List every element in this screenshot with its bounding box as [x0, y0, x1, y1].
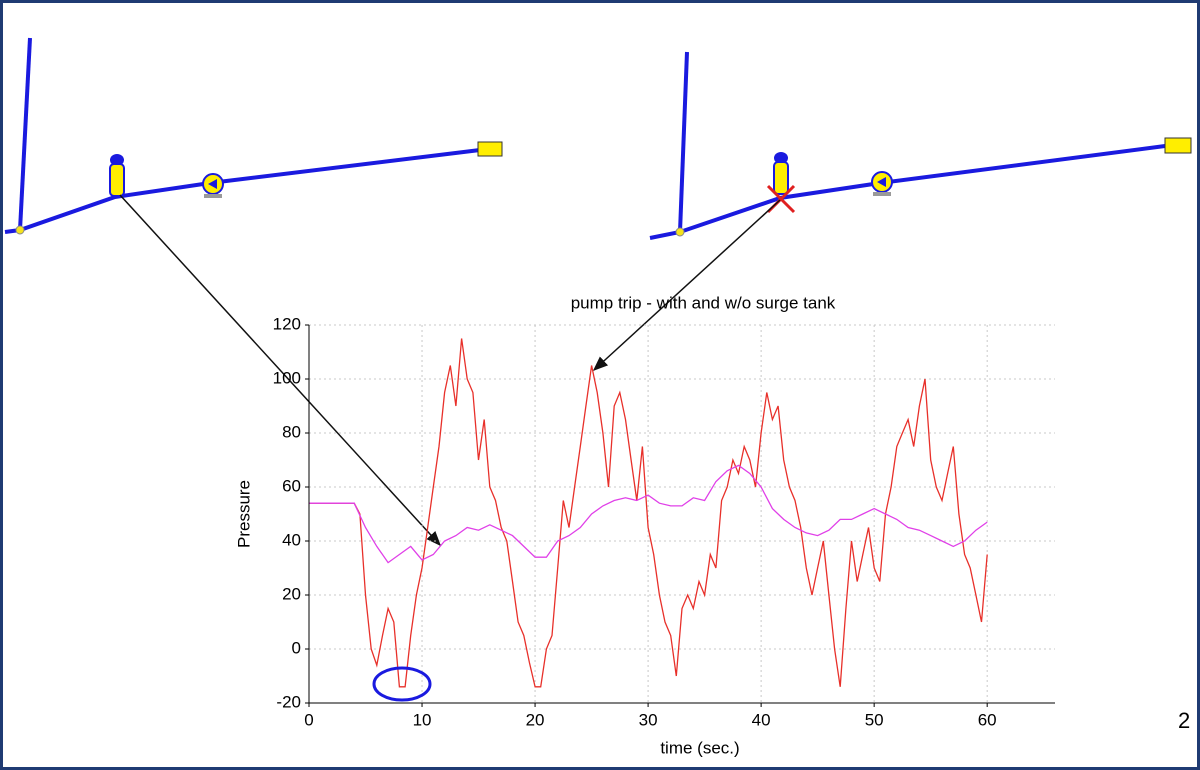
surge-tank	[773, 152, 789, 195]
pump	[202, 173, 224, 198]
y-tick-label: 120	[273, 314, 301, 333]
x-tick-label: 60	[978, 710, 997, 729]
y-tick-label: 80	[282, 422, 301, 441]
x-tick-label: 0	[304, 710, 313, 729]
node	[15, 225, 25, 235]
pipe-diagram	[4, 37, 481, 234]
x-axis-label: time (sec.)	[660, 738, 739, 757]
callout-arrow	[592, 199, 781, 372]
y-tick-label: 60	[282, 476, 301, 495]
reservoir	[1164, 137, 1192, 154]
x-tick-label: 50	[865, 710, 884, 729]
slide-number: 2	[1178, 708, 1190, 733]
x-tick-label: 20	[526, 710, 545, 729]
x-tick-label: 30	[639, 710, 658, 729]
surge-tank	[109, 154, 125, 197]
series-line	[309, 464, 988, 564]
y-tick-label: 20	[282, 584, 301, 603]
callout-arrow	[119, 194, 442, 547]
y-axis-label: Pressure	[234, 480, 253, 548]
y-tick-label: -20	[276, 692, 301, 711]
pump	[871, 171, 893, 196]
y-tick-label: 40	[282, 530, 301, 549]
pipe-diagram	[649, 51, 1166, 240]
x-tick-label: 40	[752, 710, 771, 729]
chart-title: pump trip - with and w/o surge tank	[571, 293, 836, 312]
series-line	[309, 338, 988, 688]
reservoir	[477, 141, 503, 157]
y-tick-label: 100	[273, 368, 301, 387]
x-tick-label: 10	[413, 710, 432, 729]
node	[675, 227, 685, 237]
y-tick-label: 0	[292, 638, 301, 657]
highlight-ellipse	[372, 666, 432, 702]
